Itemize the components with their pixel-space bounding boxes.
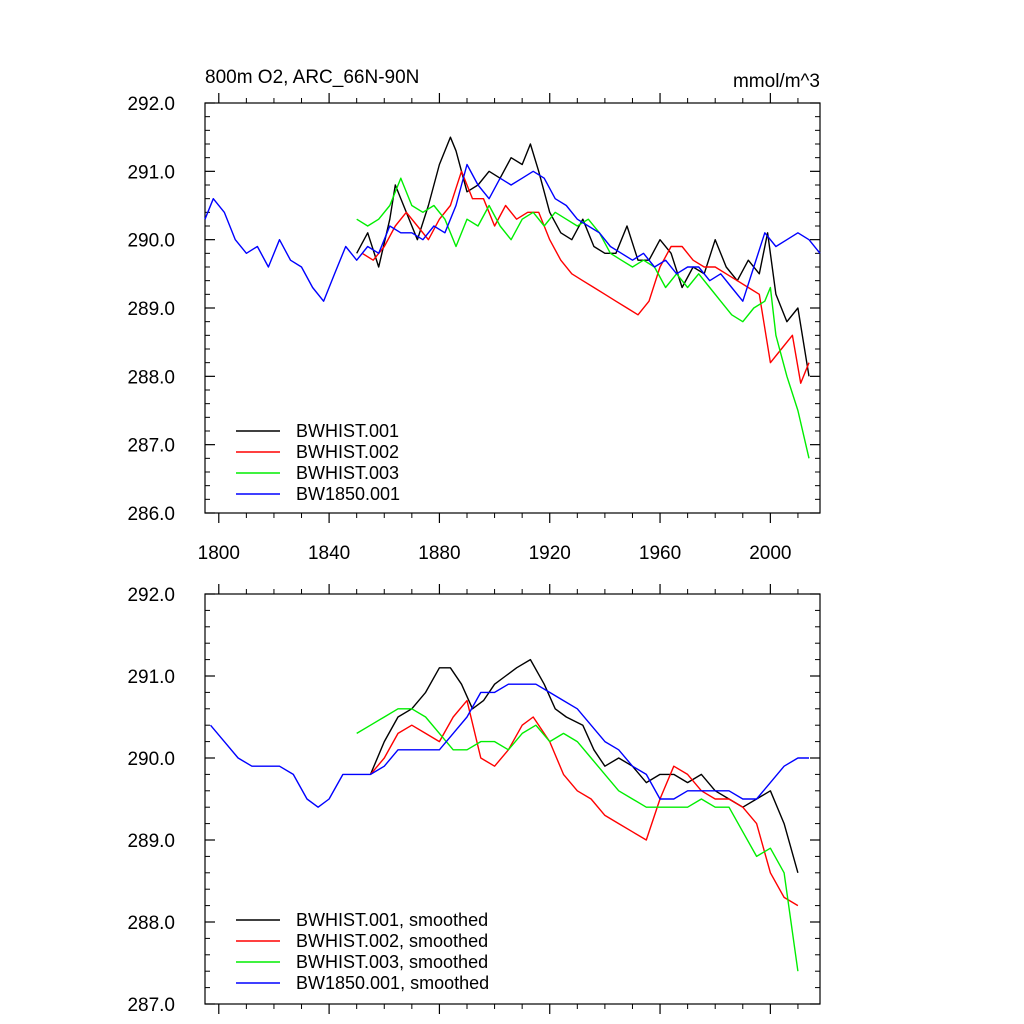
legend-label: BWHIST.001, smoothed: [296, 910, 488, 930]
y-tick-label: 290.0: [127, 231, 175, 252]
chart-units-label: mmol/m^3: [733, 71, 820, 92]
x-tick-label: 1920: [529, 543, 571, 564]
series-line-bwhist-003-smoothed: [356, 708, 799, 972]
series-line-bwhist-002: [361, 170, 810, 384]
y-tick-label: 287.0: [127, 436, 175, 457]
series-line-bwhist-001-smoothed: [369, 658, 799, 873]
bottom-panel: 287.0 288.0 289.0 290.0 291.0 292.0 BWHIST.001…: [127, 584, 821, 1016]
series-line-bwhist-001: [356, 136, 810, 377]
x-tick-label: 1960: [639, 543, 681, 564]
y-tick-label: 292.0: [127, 585, 175, 606]
y-tick-label: 292.0: [127, 94, 175, 115]
x-tick-label: 1800: [198, 543, 240, 564]
legend-label: BWHIST.001: [296, 421, 399, 441]
y-tick-label: 291.0: [127, 162, 175, 183]
series-line-bw1850-001-smoothed: [209, 683, 809, 808]
plot-frame: [204, 593, 821, 1005]
x-tick-label: 1880: [418, 543, 460, 564]
y-tick-label: 290.0: [127, 749, 175, 770]
y-tick-label: 288.0: [127, 913, 175, 934]
y-tick-label: 289.0: [127, 299, 175, 320]
y-tick-label: 286.0: [127, 504, 175, 525]
series-line-bwhist-002-smoothed: [369, 699, 799, 907]
legend-label: BW1850.001: [296, 484, 400, 504]
legend-label: BWHIST.002, smoothed: [296, 931, 488, 951]
y-tick-label: 287.0: [127, 995, 175, 1016]
x-tick-label: 1840: [308, 543, 350, 564]
x-tick-label: 2000: [749, 543, 791, 564]
chart-title: 800m O2, ARC_66N-90N: [205, 67, 419, 88]
legend-label: BWHIST.002: [296, 442, 399, 462]
series-line-bw1850-001: [204, 163, 821, 302]
series-line-bwhist-003: [356, 177, 810, 459]
y-tick-label: 288.0: [127, 367, 175, 388]
top-panel: 1800 1840 1880 1920 1960 2000 286.0 287.0 288.0 2…: [127, 93, 821, 564]
legend-label: BWHIST.003, smoothed: [296, 952, 488, 972]
legend-label: BW1850.001, smoothed: [296, 973, 489, 993]
y-tick-label: 291.0: [127, 667, 175, 688]
legend-label: BWHIST.003: [296, 463, 399, 483]
y-tick-label: 289.0: [127, 831, 175, 852]
